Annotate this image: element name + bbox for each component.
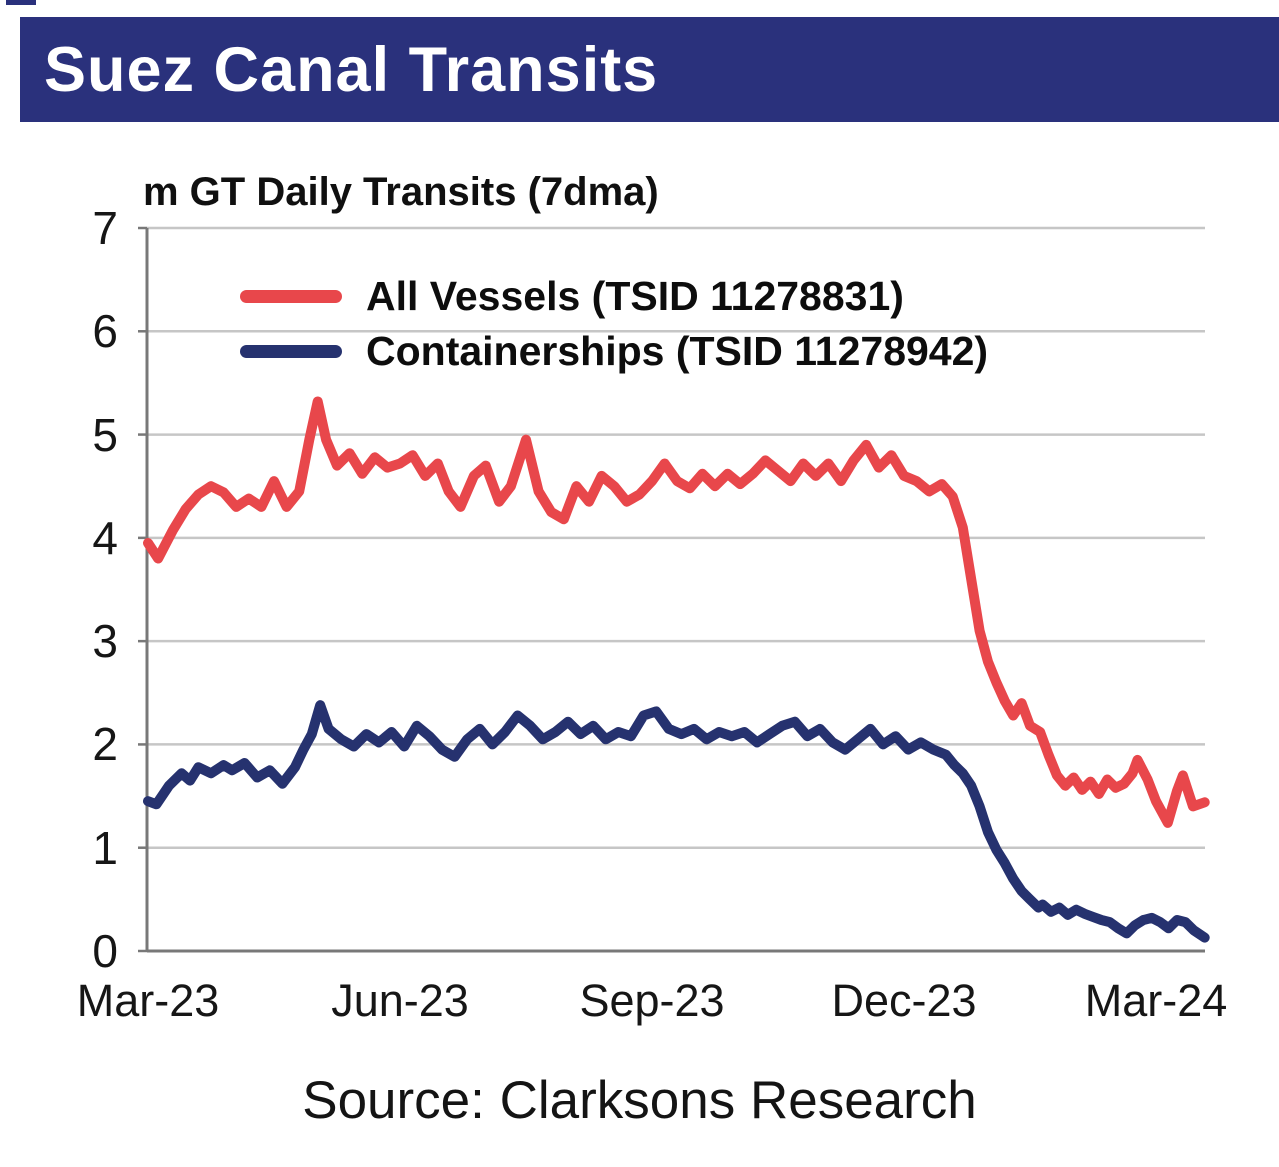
legend-label-containerships: Containerships (TSID 11278942)	[366, 327, 989, 374]
all-vessels-line-swatch	[240, 289, 342, 303]
y-tick-label-4: 4	[92, 511, 118, 564]
x-tick-label-Mar-23: Mar-23	[76, 975, 220, 1026]
containerships-line-swatch	[240, 344, 342, 358]
all-vessels-line	[143, 396, 1210, 828]
legend-item-containerships: Containerships (TSID 11278942)	[240, 327, 989, 374]
title-banner: Suez Canal Transits	[20, 17, 1279, 122]
y-tick-label-6: 6	[92, 305, 118, 358]
legend-label-all-vessels: All Vessels (TSID 11278831)	[366, 272, 904, 319]
x-tick-label-Sep-23: Sep-23	[579, 975, 725, 1026]
containerships-line	[143, 700, 1210, 943]
x-tick-label-Dec-23: Dec-23	[831, 975, 977, 1026]
x-tick-label-Jun-23: Jun-23	[331, 975, 469, 1026]
y-tick-label-7: 7	[92, 202, 118, 254]
y-tick-label-5: 5	[92, 408, 118, 461]
source-caption: Source: Clarksons Research	[302, 1071, 977, 1130]
x-tick-label-Mar-24: Mar-24	[1084, 975, 1228, 1026]
y-tick-label-3: 3	[92, 615, 118, 668]
page-title: Suez Canal Transits	[44, 34, 659, 105]
top-edge-fragment	[6, 0, 36, 5]
y-tick-label-1: 1	[92, 821, 118, 874]
y-tick-label-0: 0	[92, 925, 118, 977]
legend-item-all-vessels: All Vessels (TSID 11278831)	[240, 272, 904, 319]
y-tick-label-2: 2	[92, 718, 118, 771]
y-axis-title: m GT Daily Transits (7dma)	[143, 170, 659, 214]
